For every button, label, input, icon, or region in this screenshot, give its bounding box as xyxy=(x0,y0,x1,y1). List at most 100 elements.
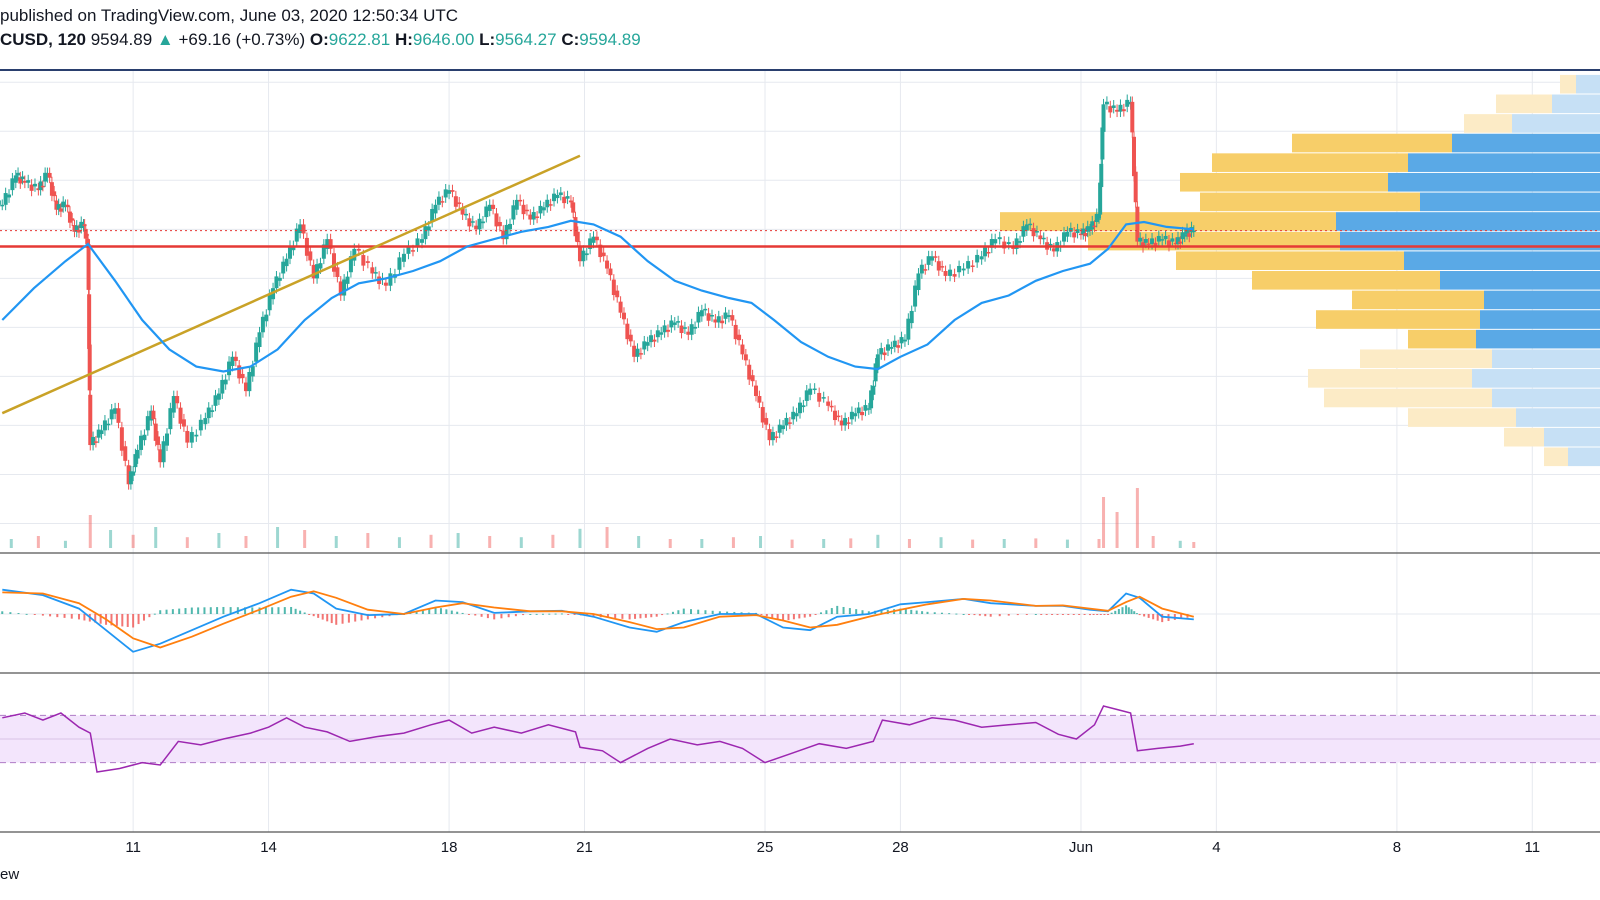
candle-body xyxy=(665,329,670,332)
candle-body xyxy=(774,436,779,438)
macd-histogram-bar xyxy=(661,614,664,616)
macd-histogram-bar xyxy=(428,608,431,614)
macd-histogram-bar xyxy=(848,608,851,614)
published-caption: published on TradingView.com, June 03, 2… xyxy=(0,6,459,25)
macd-histogram-bar xyxy=(978,614,981,616)
macd-histogram-bar xyxy=(415,611,418,614)
candle-body xyxy=(29,184,34,191)
volume-bar xyxy=(429,534,433,548)
volume-bar xyxy=(849,538,853,548)
candle-body xyxy=(168,408,173,430)
candle-body xyxy=(528,214,533,220)
candle-body xyxy=(86,239,91,245)
moving-average-line xyxy=(1,219,1194,373)
candle-body xyxy=(588,238,593,249)
candle-body xyxy=(652,339,657,342)
volume-bar xyxy=(1065,539,1069,548)
volume-bar xyxy=(109,530,113,548)
macd-histogram-bar xyxy=(1,611,4,614)
candle-body xyxy=(250,366,255,377)
volume-bar xyxy=(731,537,735,548)
macd-histogram-bar xyxy=(56,614,59,618)
macd-histogram-bar xyxy=(606,614,609,618)
macd-histogram-bar xyxy=(639,614,642,619)
macd-histogram-bar xyxy=(1130,609,1133,614)
x-tick-label: 8 xyxy=(1393,839,1401,856)
candle-body xyxy=(206,407,211,419)
symbol-label[interactable]: CUSD, 120 xyxy=(0,30,86,49)
candle-body xyxy=(1083,233,1088,237)
candle-body xyxy=(491,204,496,209)
candle-body xyxy=(826,401,831,406)
volume-profile-bar-down xyxy=(1176,251,1404,271)
macd-histogram-bar xyxy=(366,614,369,620)
candle-body xyxy=(986,252,991,254)
candle-body xyxy=(645,342,650,346)
candle-body xyxy=(345,276,350,284)
candle-body xyxy=(487,204,492,211)
candle-body xyxy=(777,424,782,433)
volume-profile-bar-up xyxy=(1404,251,1600,271)
macd-histogram-bar xyxy=(110,614,113,626)
candle-body xyxy=(480,221,485,224)
candle-body xyxy=(1065,231,1070,237)
macd-histogram-bar xyxy=(9,612,12,614)
macd-histogram-bar xyxy=(836,605,839,614)
volume-bar xyxy=(876,534,880,548)
candle-body xyxy=(1146,243,1151,245)
volume-bar xyxy=(551,534,555,548)
candle-body xyxy=(151,410,156,420)
candle-body xyxy=(611,279,616,296)
macd-histogram-bar xyxy=(554,613,557,615)
macd-histogram-bar xyxy=(650,614,653,618)
candle-body xyxy=(703,308,708,311)
footer-watermark: ew xyxy=(0,866,20,883)
candle-body xyxy=(325,239,330,249)
macd-histogram-bar xyxy=(1147,614,1150,618)
candle-body xyxy=(577,246,582,262)
candle-body xyxy=(1187,233,1192,237)
macd-histogram-bar xyxy=(308,614,311,615)
candle-body xyxy=(1180,232,1185,240)
volume-bar xyxy=(578,528,582,548)
macd-histogram-bar xyxy=(381,614,384,618)
macd-histogram-bar xyxy=(1114,610,1117,614)
candle-body xyxy=(18,177,23,184)
macd-histogram-bar xyxy=(360,614,363,621)
macd-histogram-bar xyxy=(63,614,66,618)
candle-body xyxy=(594,236,599,241)
volume-profile-bar-down xyxy=(1496,94,1552,114)
volume-bar xyxy=(822,539,826,548)
candle-body xyxy=(467,218,472,227)
volume-profile-bar-down xyxy=(1360,349,1492,369)
candle-body xyxy=(679,325,684,334)
volume-profile-bar-up xyxy=(1452,133,1600,153)
volume-profile-bar-down xyxy=(1408,329,1476,349)
candle-body xyxy=(291,246,296,251)
volume-bar xyxy=(36,536,40,548)
candle-body xyxy=(716,316,721,323)
candle-body xyxy=(342,279,347,296)
volume-profile-bar-down xyxy=(1308,369,1472,388)
macd-histogram-bar xyxy=(216,607,219,614)
macd-histogram-bar xyxy=(1040,614,1043,615)
macd-histogram-bar xyxy=(461,612,464,614)
macd-histogram-bar xyxy=(500,614,503,619)
candle-body xyxy=(1133,171,1138,203)
macd-histogram-bar xyxy=(1143,614,1146,617)
candle-body xyxy=(511,205,516,220)
macd-histogram-bar xyxy=(548,613,551,615)
candle-body xyxy=(970,265,975,267)
candle-body xyxy=(54,200,59,210)
candle-body xyxy=(67,211,72,223)
macd-histogram-bar xyxy=(899,608,902,614)
candle-body xyxy=(26,180,31,183)
macd-histogram-bar xyxy=(25,613,28,615)
candle-body xyxy=(497,221,502,227)
macd-histogram-bar xyxy=(1103,614,1106,615)
candle-body xyxy=(361,255,366,266)
candle-body xyxy=(997,237,1002,240)
candle-body xyxy=(153,423,158,441)
macd-histogram-bar xyxy=(1110,612,1113,614)
